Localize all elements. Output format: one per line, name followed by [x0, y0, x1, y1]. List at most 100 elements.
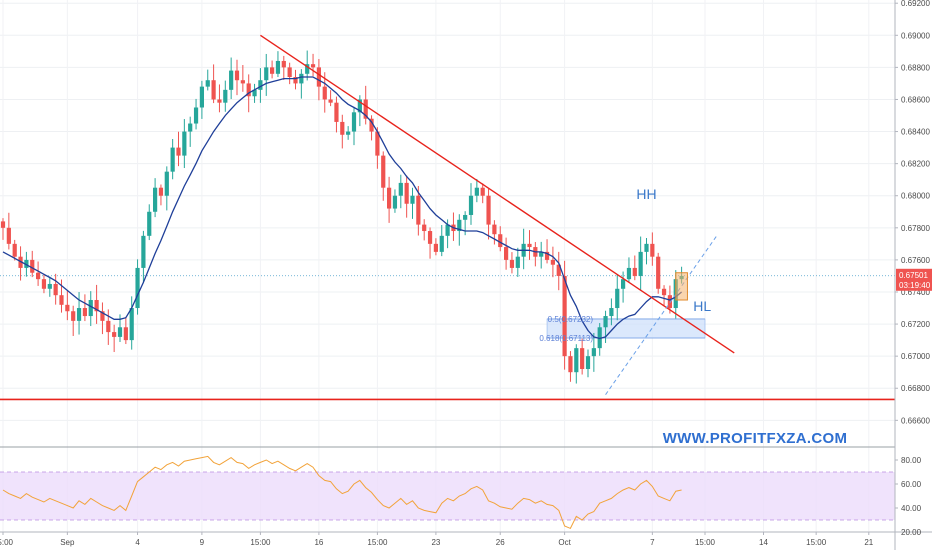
candle-body-105 [615, 288, 620, 309]
candle-body-109 [638, 251, 643, 276]
candle-body-112 [656, 256, 661, 289]
candle-body-70 [410, 195, 415, 204]
candle-body-79 [463, 214, 468, 220]
candle-body-101 [591, 348, 596, 357]
price-tick-label-8: 0.67600 [901, 256, 930, 265]
candle-body-21 [123, 327, 128, 341]
candle-body-52 [305, 64, 310, 74]
candle-body-62 [363, 99, 368, 119]
time-tick-label-1: Sep [60, 538, 75, 547]
candle-body-38 [223, 89, 228, 103]
candle-body-96 [562, 275, 567, 357]
candle-body-71 [416, 195, 421, 225]
candle-body-97 [568, 356, 573, 373]
fib-label-1: 0.618(0.67113) [539, 334, 593, 343]
price-tick-label-9: 0.67400 [901, 288, 930, 297]
current-price-countdown: 03:19:40 [899, 281, 931, 290]
candle-body-0 [0, 221, 6, 228]
price-tick-label-6: 0.68000 [901, 192, 930, 201]
candle-body-22 [129, 308, 134, 341]
candle-body-28 [164, 171, 169, 196]
candle-body-44 [258, 80, 263, 90]
candle-body-43 [252, 89, 257, 97]
candle-body-68 [398, 182, 403, 196]
candle-body-23 [135, 267, 140, 309]
candle-body-35 [205, 80, 210, 87]
candle-body-73 [427, 231, 433, 244]
price-tick-label-0: 0.69200 [901, 0, 930, 8]
zones [0, 275, 895, 339]
candle-body-99 [580, 348, 585, 369]
time-tick-label-0: 15:00 [0, 538, 14, 547]
price-tick-label-5: 0.68200 [901, 160, 930, 169]
rsi-panel [0, 455, 895, 530]
candles [0, 50, 684, 384]
candle-body-3 [18, 256, 23, 268]
price-tick-label-1: 0.69000 [901, 31, 930, 40]
candle-body-74 [433, 243, 438, 252]
price-tick-label-11: 0.67000 [901, 352, 930, 361]
candle-body-40 [234, 70, 240, 81]
candle-body-31 [182, 131, 187, 156]
candle-body-110 [644, 243, 649, 252]
grid [0, 0, 895, 532]
candle-body-45 [264, 67, 269, 81]
candle-body-2 [12, 243, 17, 257]
candle-body-72 [422, 224, 427, 232]
rsi-tick-label-1: 60.00 [901, 480, 922, 489]
candle-body-59 [346, 131, 351, 135]
candle-body-37 [217, 99, 222, 103]
candle-body-50 [293, 77, 298, 84]
candle-body-1 [6, 227, 11, 244]
candle-body-103 [603, 316, 608, 328]
candle-body-56 [328, 99, 333, 103]
candle-body-29 [170, 147, 175, 172]
time-tick-label-2: 4 [135, 538, 140, 547]
price-tick-label-3: 0.68600 [901, 95, 930, 104]
candle-body-25 [147, 211, 152, 236]
candle-body-66 [387, 187, 392, 209]
candle-body-33 [193, 107, 199, 124]
fib-label-0: 0.5(0.67232) [548, 315, 594, 324]
candle-body-36 [211, 80, 216, 100]
price-tick-label-2: 0.68800 [901, 63, 930, 72]
candle-body-12 [71, 311, 76, 321]
candle-body-6 [36, 272, 41, 280]
candle-body-102 [597, 327, 602, 349]
candle-body-47 [275, 60, 281, 74]
candle-body-17 [100, 311, 105, 321]
candle-body-81 [474, 187, 479, 196]
candle-body-42 [246, 83, 251, 97]
candle-body-111 [650, 243, 655, 257]
rsi-band [0, 472, 895, 520]
price-tick-label-13: 0.66600 [901, 416, 930, 425]
candle-body-90 [527, 243, 532, 248]
candle-body-98 [574, 348, 579, 373]
time-tick-label-3: 9 [200, 538, 205, 547]
time-tick-label-8: 26 [496, 538, 505, 547]
candle-body-14 [82, 308, 87, 317]
candle-body-27 [158, 187, 164, 196]
annotation-hh: HH [636, 186, 656, 202]
candle-body-69 [404, 182, 409, 204]
time-tick-label-11: 15:00 [695, 538, 716, 547]
candle-body-83 [486, 195, 491, 225]
time-tick-label-5: 16 [314, 538, 323, 547]
candle-body-7 [41, 279, 47, 289]
price-tick-label-4: 0.68400 [901, 128, 930, 137]
trendline-down [260, 34, 735, 354]
candle-body-107 [626, 267, 632, 280]
candle-body-13 [76, 308, 82, 321]
time-tick-label-6: 15:00 [367, 538, 388, 547]
candle-body-4 [24, 259, 29, 268]
trendline-up [605, 235, 718, 395]
candle-body-15 [88, 300, 93, 317]
time-tick-label-12: 14 [759, 538, 768, 547]
candle-body-80 [468, 195, 474, 215]
candle-body-87 [509, 259, 515, 268]
candle-body-18 [106, 320, 111, 333]
rsi-line [2, 455, 682, 530]
